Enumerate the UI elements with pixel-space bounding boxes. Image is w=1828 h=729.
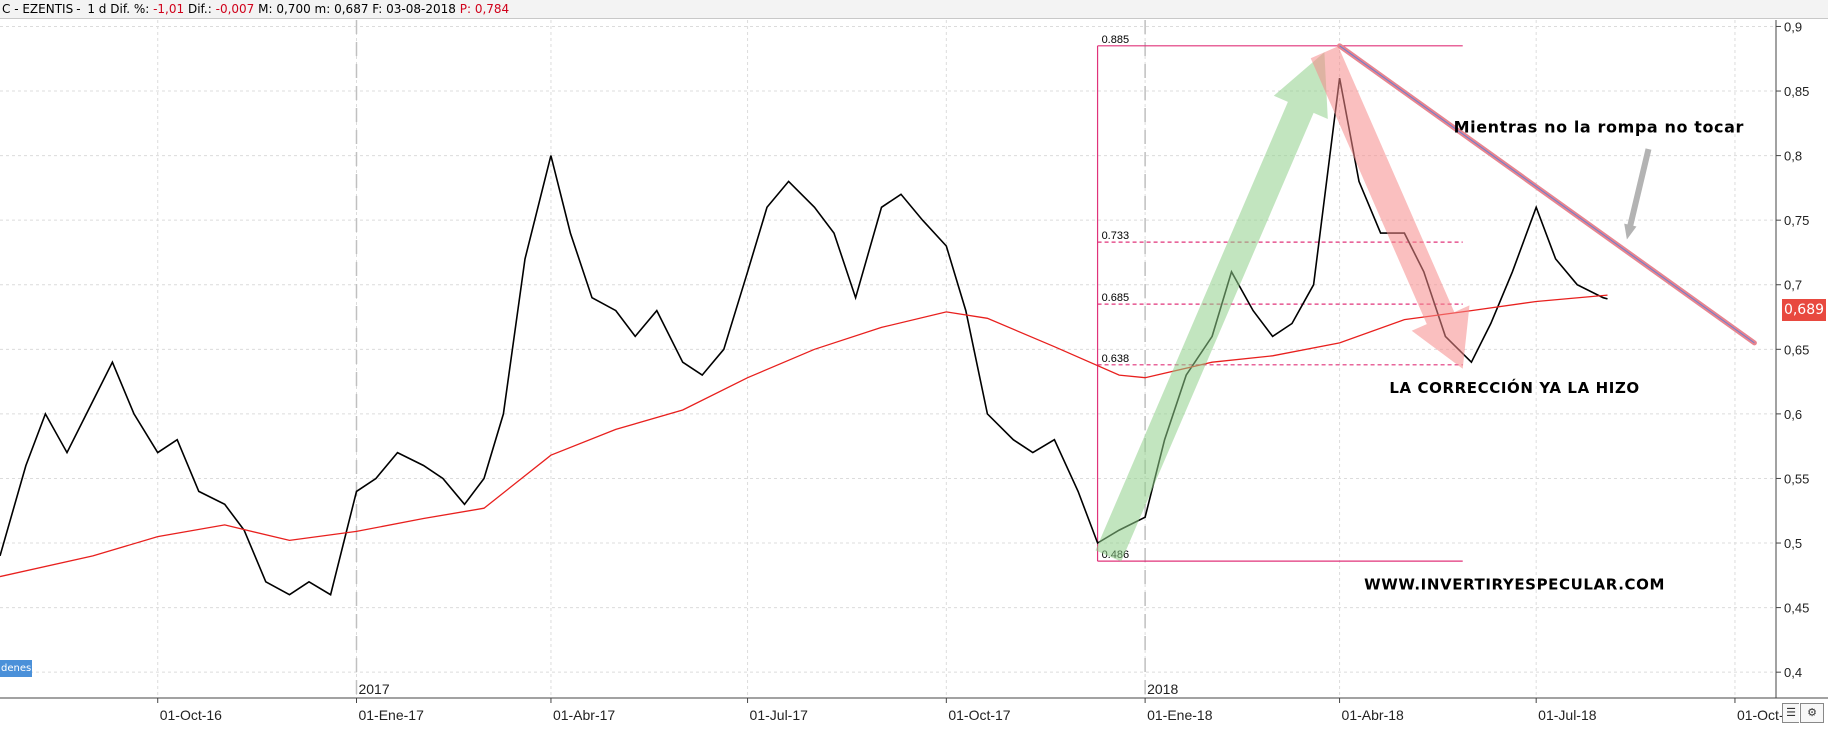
fibonacci-level-label: 0.685 bbox=[1102, 292, 1130, 304]
x-tick-label: 01-Oct-16 bbox=[160, 707, 222, 723]
x-tick-label: 01-Ene-18 bbox=[1147, 707, 1213, 723]
annotation-text-dont-touch: Mientras no la rompa no tocar bbox=[1454, 117, 1744, 136]
x-tick-label: 01-Abr-18 bbox=[1342, 707, 1404, 723]
x-tick-label: 01-Abr-17 bbox=[553, 707, 615, 723]
y-tick-label: 0,75 bbox=[1784, 213, 1809, 228]
diff-value: -0,007 bbox=[215, 2, 255, 16]
min-value: 0,687 bbox=[334, 2, 369, 16]
quote-header-bar: C - EZENTIS - 1 d Dif. %: -1,01 Dif.: -0,… bbox=[0, 0, 1828, 19]
symbol-label: C - EZENTIS bbox=[2, 2, 74, 16]
orders-badge[interactable]: denes bbox=[0, 660, 32, 677]
price-chart[interactable]: 0,4 0,45 0,5 0,55 0,6 0,65 0,7 0,75 0,8 0,85 0,9 01… bbox=[0, 20, 1828, 729]
menu-icon[interactable]: ☰ bbox=[1782, 703, 1799, 723]
y-tick-label: 0,65 bbox=[1784, 342, 1809, 357]
y-tick-label: 0,9 bbox=[1784, 20, 1802, 34]
y-tick-label: 0,45 bbox=[1784, 601, 1809, 616]
price-caption: P: bbox=[459, 2, 471, 16]
year-label: 2017 bbox=[358, 681, 389, 697]
annotation-text-correction: LA CORRECCIÓN YA LA HIZO bbox=[1389, 378, 1639, 397]
date-value: 03-08-2018 bbox=[386, 2, 456, 16]
change-pct-value: -1,01 bbox=[153, 2, 185, 16]
y-tick-label: 0,55 bbox=[1784, 471, 1809, 486]
y-tick-label: 0,5 bbox=[1784, 536, 1802, 551]
fibonacci-level-label: 0.638 bbox=[1102, 353, 1130, 365]
change-pct-caption: Dif. %: bbox=[110, 2, 150, 16]
y-tick-label: 0,6 bbox=[1784, 407, 1802, 422]
gear-icon[interactable]: ⚙ bbox=[1800, 703, 1824, 723]
resistance-trendline-core bbox=[1339, 45, 1755, 344]
year-label: 2018 bbox=[1147, 681, 1178, 697]
y-tick-label: 0,7 bbox=[1784, 278, 1802, 293]
y-tick-label: 0,4 bbox=[1784, 665, 1802, 680]
x-tick-label: 01-Jul-18 bbox=[1538, 707, 1597, 723]
max-value: 0,700 bbox=[276, 2, 311, 16]
x-tick-label: 01-Ene-17 bbox=[358, 707, 424, 723]
min-caption: m: bbox=[314, 2, 331, 16]
max-caption: M: bbox=[258, 2, 273, 16]
x-tick-label: 01-Jul-17 bbox=[750, 707, 809, 723]
x-tick-label: 01-Oct-17 bbox=[948, 707, 1010, 723]
moving-average-line bbox=[0, 294, 1608, 578]
y-tick-label: 0,85 bbox=[1784, 84, 1809, 99]
fibonacci-level-label: 0.733 bbox=[1102, 230, 1130, 242]
fibonacci-level-label: 0.885 bbox=[1102, 34, 1130, 46]
price-value: 0,784 bbox=[474, 2, 510, 16]
trend-arrow bbox=[1095, 52, 1328, 562]
watermark-text: WWW.INVERTIRYESPECULAR.COM bbox=[1364, 576, 1665, 594]
diff-caption: Dif.: bbox=[187, 2, 212, 16]
current-price-badge: 0,689 bbox=[1782, 299, 1826, 321]
trend-arrow bbox=[1310, 46, 1470, 369]
trend-arrow bbox=[1624, 148, 1652, 240]
y-tick-label: 0,8 bbox=[1784, 149, 1802, 164]
period-label: 1 d bbox=[87, 2, 107, 16]
date-caption: F: bbox=[372, 2, 383, 16]
